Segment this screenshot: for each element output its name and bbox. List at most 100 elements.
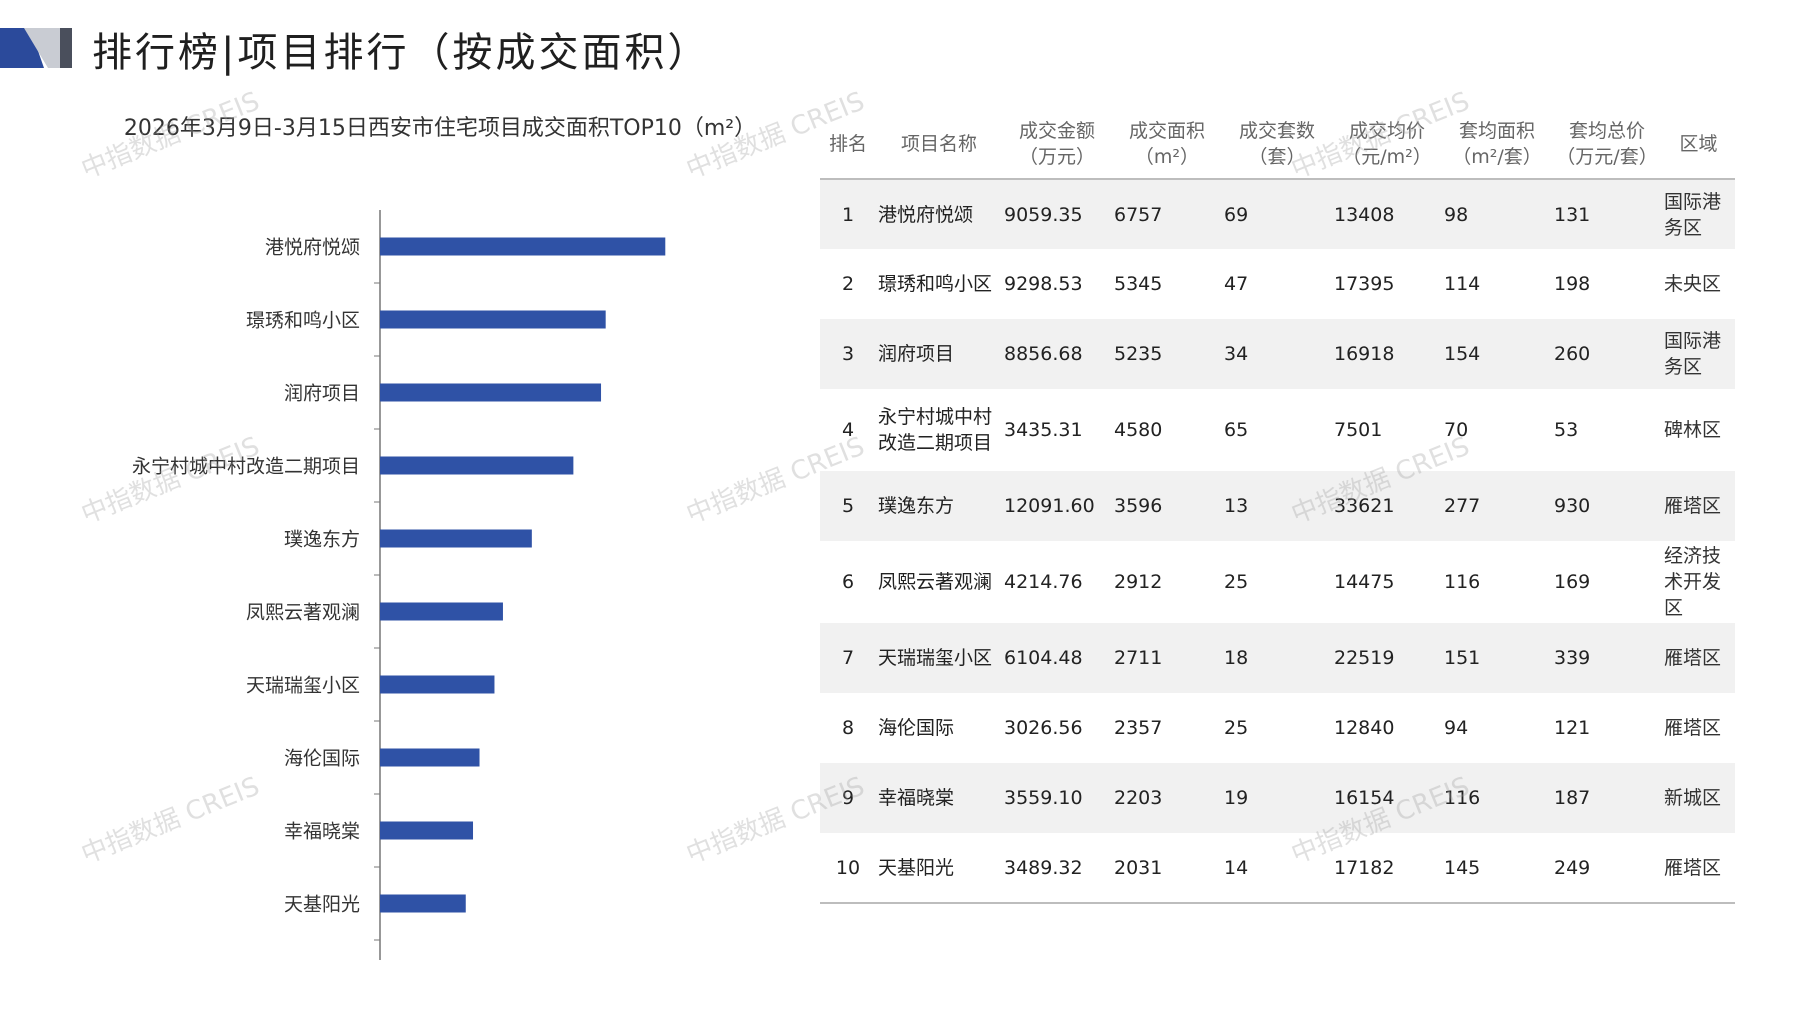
table-cell: 169	[1554, 571, 1591, 593]
column-header: 排名	[820, 110, 876, 180]
category-label: 永宁村城中村改造二期项目	[132, 456, 360, 478]
table-cell: 33621	[1332, 471, 1442, 541]
table-row: 10 天基阳光 3489.32 2031 14 17182 145 249 雁塔区	[820, 833, 1735, 904]
table-cell: 6757	[1112, 179, 1222, 249]
table-cell: 25	[1224, 571, 1249, 593]
table-cell: 国际港务区	[1662, 179, 1735, 249]
column-header: 成交套数 （套）	[1222, 110, 1332, 180]
table-row: 4 永宁村城中村改造二期项目 3435.31 4580 65 7501 70 53 碑林区	[820, 389, 1735, 471]
table-row: 3 润府项目 8856.68 5235 34 16918 154 260 国际港务区	[820, 319, 1735, 389]
table-row: 8 海伦国际 3026.56 2357 25 12840 94 121 雁塔区	[820, 693, 1735, 763]
table-cell: 151	[1442, 623, 1552, 693]
column-header: 成交金额 （万元）	[1002, 110, 1112, 180]
table-cell: 116	[1444, 571, 1481, 593]
table-cell: 6104.48	[1002, 623, 1112, 693]
table-cell: 19	[1222, 763, 1332, 833]
table-cell: 雁塔区	[1662, 471, 1735, 541]
table-cell: 70	[1444, 419, 1469, 441]
table-cell: 雁塔区	[1662, 623, 1735, 693]
table-cell: 114	[1444, 273, 1481, 295]
bar	[380, 237, 666, 256]
category-label: 天基阳光	[284, 894, 360, 916]
table-cell: 47	[1224, 273, 1249, 295]
column-header: 套均面积 （m²/套）	[1442, 110, 1552, 180]
bar	[380, 456, 574, 475]
table-row: 1 港悦府悦颂 9059.35 6757 69 13408 98 131 国际港务区	[820, 179, 1735, 249]
table-cell: 1	[820, 179, 876, 249]
bar	[380, 529, 532, 548]
table-cell: 9	[820, 763, 876, 833]
table-cell: 339	[1552, 623, 1662, 693]
table-cell: 94	[1444, 717, 1469, 739]
table-cell: 65	[1224, 419, 1249, 441]
page-title: 排行榜|项目排行（按成交面积）	[92, 30, 711, 76]
bar	[380, 675, 495, 694]
table-cell: 海伦国际	[878, 717, 955, 739]
table-cell: 未央区	[1664, 273, 1722, 295]
chart-title: 2026年3月9日-3月15日西安市住宅项目成交面积TOP10（m²）	[123, 116, 757, 141]
table-cell: 249	[1552, 833, 1662, 904]
category-label: 海伦国际	[284, 748, 360, 770]
table-cell: 12091.60	[1002, 471, 1112, 541]
table-cell: 25	[1224, 717, 1249, 739]
bar	[380, 748, 480, 767]
table-cell: 2912	[1114, 571, 1163, 593]
column-header: 项目名称	[876, 110, 1002, 180]
table-cell: 润府项目	[876, 319, 1002, 389]
category-label: 润府项目	[284, 383, 360, 405]
table-cell: 6	[841, 571, 855, 593]
table-cell: 凤熙云著观澜	[878, 571, 993, 593]
table-header-row: 排名 项目名称 成交金额 （万元） 成交面积 （m²） 成交套数 （套） 成交均价 （元/…	[820, 110, 1735, 180]
table-cell: 7501	[1334, 419, 1383, 441]
table-cell: 12840	[1334, 717, 1395, 739]
table-cell: 2203	[1112, 763, 1222, 833]
table-cell: 16154	[1332, 763, 1442, 833]
category-label: 凤熙云著观澜	[246, 602, 360, 624]
table-cell: 天基阳光	[876, 833, 1002, 904]
table-row: 9 幸福晓棠 3559.10 2203 19 16154 116 187 新城区	[820, 763, 1735, 833]
table-cell: 260	[1552, 319, 1662, 389]
table-cell: 4	[841, 419, 855, 441]
table-cell: 经济技术开发区	[1664, 545, 1722, 619]
table-cell: 277	[1442, 471, 1552, 541]
table-cell: 5345	[1114, 273, 1163, 295]
table-cell: 璞逸东方	[876, 471, 1002, 541]
ranking-table: 排名 项目名称 成交金额 （万元） 成交面积 （m²） 成交套数 （套） 成交均价 （元/…	[820, 110, 1735, 904]
table-cell: 34	[1222, 319, 1332, 389]
table-cell: 3489.32	[1002, 833, 1112, 904]
table-cell: 13	[1222, 471, 1332, 541]
column-header: 区域	[1662, 110, 1735, 180]
table-cell: 4580	[1114, 419, 1163, 441]
table-cell: 121	[1554, 717, 1591, 739]
bar	[380, 821, 474, 840]
table-cell: 53	[1554, 419, 1579, 441]
table-cell: 187	[1552, 763, 1662, 833]
table-cell: 930	[1552, 471, 1662, 541]
table-cell: 17395	[1334, 273, 1395, 295]
category-label: 璞逸东方	[284, 529, 360, 551]
table-cell: 13408	[1332, 179, 1442, 249]
table-row: 6 凤熙云著观澜 4214.76 2912 25 14475 116 169 经济技术开发区	[820, 541, 1735, 623]
table-cell: 16918	[1332, 319, 1442, 389]
table-cell: 22519	[1332, 623, 1442, 693]
table-cell: 5	[820, 471, 876, 541]
table-cell: 116	[1442, 763, 1552, 833]
table-cell: 8	[841, 717, 855, 739]
table-cell: 2	[841, 273, 855, 295]
column-header: 成交均价 （元/m²）	[1332, 110, 1442, 180]
table-cell: 新城区	[1662, 763, 1735, 833]
table-cell: 9059.35	[1002, 179, 1112, 249]
table-cell: 幸福晓棠	[876, 763, 1002, 833]
table-cell: 14475	[1334, 571, 1395, 593]
table-cell: 雁塔区	[1664, 717, 1722, 739]
table-cell: 69	[1222, 179, 1332, 249]
table-cell: 3559.10	[1002, 763, 1112, 833]
table-cell: 3596	[1112, 471, 1222, 541]
bar	[380, 602, 503, 621]
table-cell: 17182	[1332, 833, 1442, 904]
table-cell: 9298.53	[1004, 273, 1083, 295]
table-cell: 2357	[1114, 717, 1163, 739]
table-cell: 2031	[1112, 833, 1222, 904]
table-row: 5 璞逸东方 12091.60 3596 13 33621 277 930 雁塔区	[820, 471, 1735, 541]
category-label: 幸福晓棠	[284, 821, 360, 843]
